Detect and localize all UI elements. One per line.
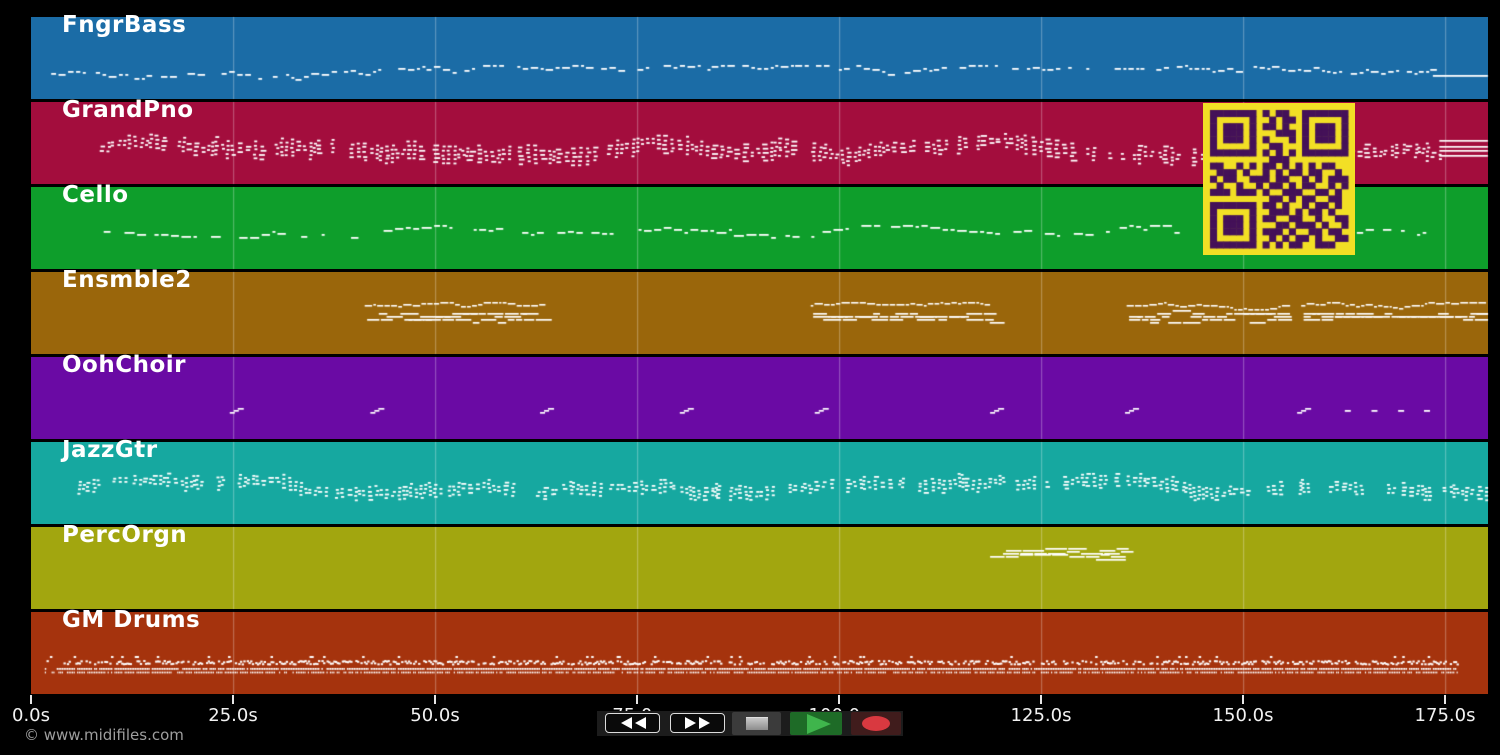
track-band-oohchoir: OohChoir bbox=[31, 352, 1488, 439]
timeline-tick bbox=[30, 695, 32, 704]
timeline-tick-label: 25.0s bbox=[208, 705, 258, 726]
timeline-tick bbox=[1040, 695, 1042, 704]
play-button[interactable] bbox=[790, 712, 842, 735]
track-label: JazzGtr bbox=[62, 437, 158, 463]
stop-icon bbox=[745, 717, 768, 730]
timeline-tick-label: 175.0s bbox=[1414, 705, 1476, 726]
track-band-gm-drums: GM Drums bbox=[31, 607, 1488, 694]
qr-code-watermark bbox=[1203, 103, 1355, 255]
timeline-tick-label: 125.0s bbox=[1010, 705, 1072, 726]
timeline-tick bbox=[434, 695, 436, 704]
track-label: Cello bbox=[62, 182, 129, 208]
fast-forward-button[interactable] bbox=[670, 713, 725, 733]
timeline-tick bbox=[232, 695, 234, 704]
track-band-jazzgtr: JazzGtr bbox=[31, 437, 1488, 524]
track-band-ensmble2: Ensmble2 bbox=[31, 267, 1488, 354]
record-icon bbox=[862, 716, 890, 731]
timeline-tick-label: 50.0s bbox=[410, 705, 460, 726]
copyright-text: © www.midifiles.com bbox=[24, 726, 184, 744]
fast-forward-icon bbox=[684, 717, 710, 729]
timeline-tick-label: 0.0s bbox=[11, 705, 51, 726]
timeline-tick bbox=[1242, 695, 1244, 704]
track-band-percorgn: PercOrgn bbox=[31, 522, 1488, 609]
timeline-tick-label: 150.0s bbox=[1212, 705, 1274, 726]
track-band-fngrbass: FngrBass bbox=[31, 12, 1488, 99]
play-icon bbox=[807, 713, 831, 734]
track-label: GrandPno bbox=[62, 97, 194, 123]
track-label: PercOrgn bbox=[62, 522, 188, 548]
track-label: OohChoir bbox=[62, 352, 187, 378]
track-label: Ensmble2 bbox=[62, 267, 192, 293]
timeline-tick bbox=[636, 695, 638, 704]
rewind-button[interactable] bbox=[605, 713, 660, 733]
timeline-tick bbox=[838, 695, 840, 704]
timeline-tick bbox=[1444, 695, 1446, 704]
record-button[interactable] bbox=[851, 712, 901, 735]
stop-button[interactable] bbox=[732, 712, 781, 735]
track-label: FngrBass bbox=[62, 12, 187, 38]
track-label: GM Drums bbox=[62, 607, 201, 633]
rewind-icon bbox=[620, 717, 646, 729]
transport-bar bbox=[597, 711, 903, 736]
